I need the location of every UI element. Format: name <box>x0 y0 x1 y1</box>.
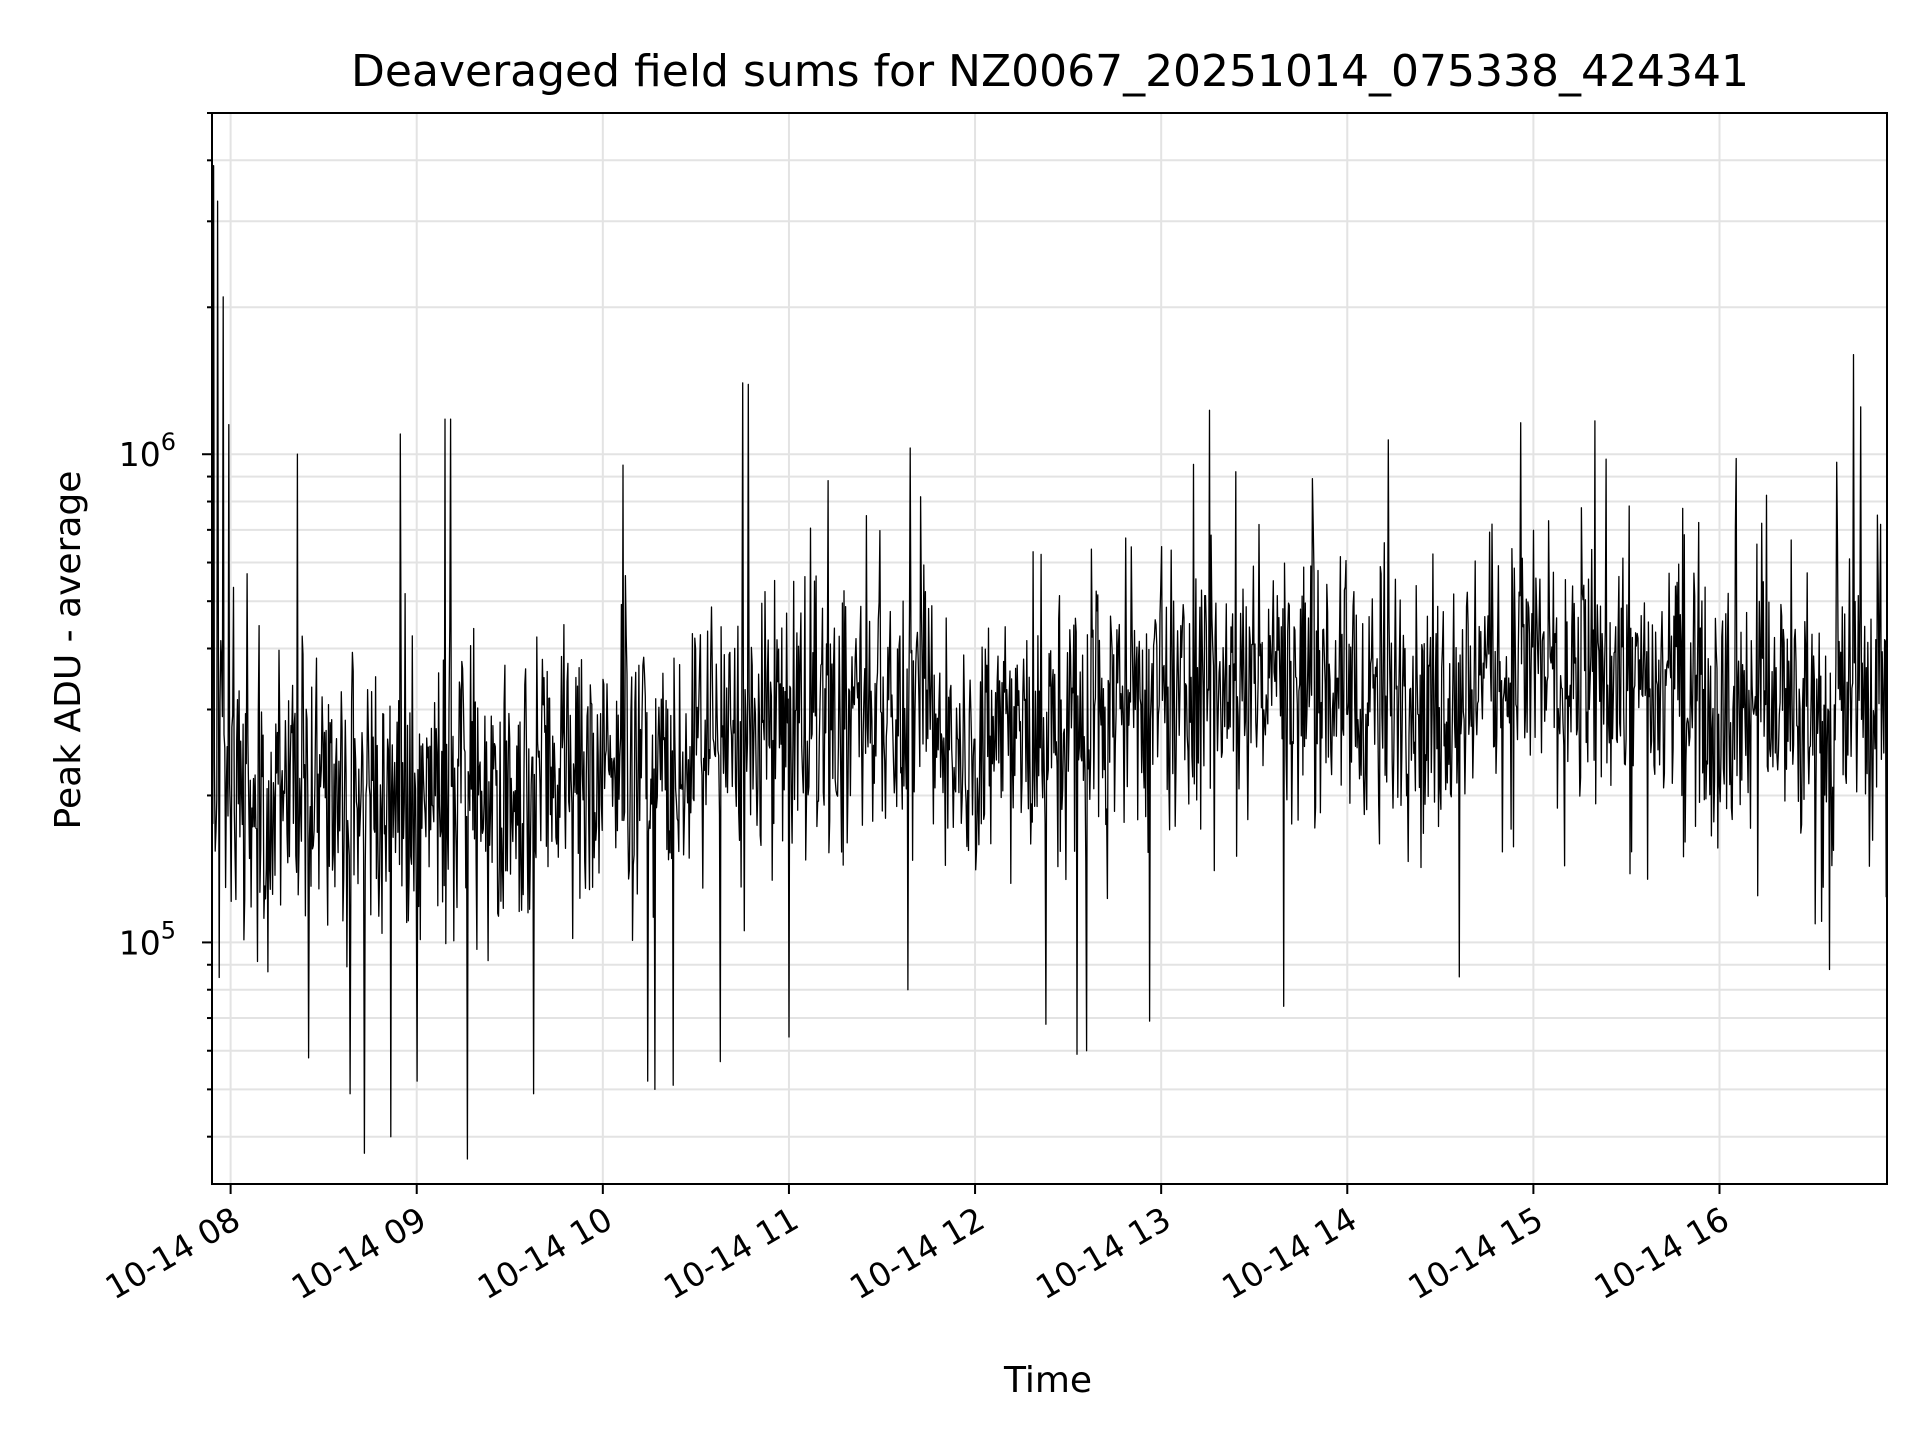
chart-title: Deaveraged field sums for NZ0067_2025101… <box>351 46 1749 97</box>
y-tick-label: 106 <box>119 428 176 474</box>
y-axis-label: Peak ADU - average <box>48 471 89 830</box>
series-path <box>211 165 1888 1160</box>
y-tick-exponent: 5 <box>161 916 176 944</box>
y-tick-base: 10 <box>119 435 161 474</box>
x-axis-label: Time <box>1003 1360 1092 1401</box>
y-tick-exponent: 6 <box>161 428 176 456</box>
y-tick-label: 105 <box>119 916 176 962</box>
y-tick-base: 10 <box>119 923 161 962</box>
series-line <box>211 165 1888 1160</box>
gridlines <box>212 112 1887 1184</box>
